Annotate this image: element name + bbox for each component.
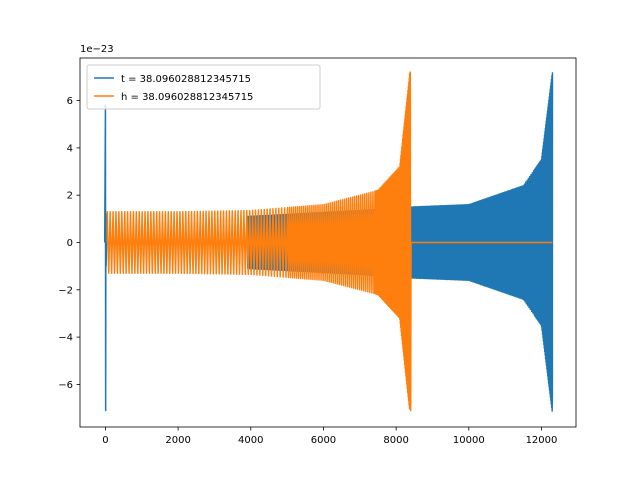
series-layer bbox=[103, 71, 554, 412]
y-tick-label: 2 bbox=[67, 191, 73, 202]
x-tick-label: 0 bbox=[102, 435, 108, 446]
legend-entry-h: h = 38.096028812345715 bbox=[121, 92, 253, 103]
x-tick-label: 8000 bbox=[383, 435, 408, 446]
legend-entry-t: t = 38.096028812345715 bbox=[121, 74, 251, 85]
plot-area bbox=[103, 71, 554, 412]
x-tick-label: 12000 bbox=[526, 435, 558, 446]
x-tick-label: 2000 bbox=[165, 435, 190, 446]
y-tick-label: −4 bbox=[58, 333, 73, 344]
y-tick-label: −2 bbox=[58, 285, 73, 296]
legend: t = 38.096028812345715 h = 38.0960288123… bbox=[86, 64, 321, 110]
x-tick-label: 6000 bbox=[311, 435, 336, 446]
legend-box bbox=[86, 64, 321, 110]
x-tick-label: 4000 bbox=[238, 435, 263, 446]
y-tick-label: 4 bbox=[67, 143, 73, 154]
y-offset-label: 1e−23 bbox=[80, 44, 114, 55]
y-tick-label: 6 bbox=[67, 96, 73, 107]
x-tick-label: 10000 bbox=[453, 435, 485, 446]
x-axis: 0 2000 4000 6000 8000 10000 12000 bbox=[102, 427, 557, 446]
y-axis: −6 −4 −2 0 2 4 6 bbox=[58, 96, 80, 391]
y-tick-label: 0 bbox=[67, 238, 73, 249]
y-tick-label: −6 bbox=[58, 380, 73, 391]
